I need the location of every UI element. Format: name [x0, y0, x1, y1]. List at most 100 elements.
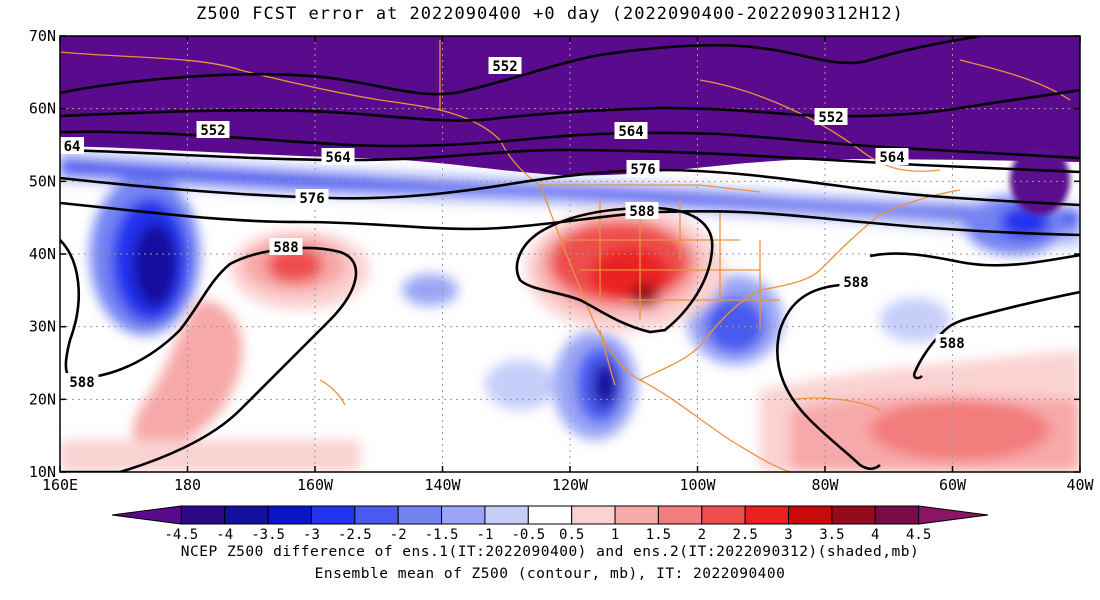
colorbar-label: -4	[216, 527, 233, 543]
contour-label: 588	[843, 275, 868, 291]
colorbar-label: 4.5	[906, 527, 931, 543]
lon-label: 140W	[424, 476, 461, 494]
lat-label: 70N	[29, 27, 56, 45]
contour-label-bg	[321, 148, 355, 165]
contour-label: 576	[630, 162, 655, 178]
colorbar-swatch	[484, 505, 529, 525]
colorbar-label: 2.5	[733, 527, 758, 543]
lat-label: 40N	[29, 245, 56, 263]
contour-label-bg	[814, 108, 848, 125]
lat-label: 30N	[29, 318, 56, 336]
map-area: 552 552 552 564 564 564 64 576 576 588 588 588 588 58…	[60, 36, 1080, 472]
contour-label: 552	[492, 59, 517, 75]
contour-588-southwest-line	[60, 239, 358, 472]
contour-label: 552	[818, 110, 843, 126]
contour-label-bg	[875, 148, 909, 165]
lon-label: 60W	[939, 476, 967, 494]
colorbar-swatch	[224, 505, 269, 525]
lon-label: 40W	[1066, 476, 1094, 494]
colorbar-swatch	[180, 505, 226, 525]
contour-label: 64	[64, 139, 81, 155]
contour-588-east-line	[776, 283, 881, 471]
contour-label: 564	[325, 150, 350, 166]
colorbar-label: 0.5	[559, 527, 584, 543]
lat-label: 50N	[29, 172, 56, 190]
colorbar-label: -3	[303, 527, 320, 543]
lon-label: 80W	[811, 476, 839, 494]
contour-label: 576	[299, 191, 324, 207]
caption-contour: Ensemble mean of Z500 (contour, mb), IT:…	[314, 566, 786, 582]
contour-label-bg	[65, 373, 99, 390]
colorbar-swatch	[788, 505, 833, 525]
contour-588-high-line	[515, 206, 714, 334]
contour-label-bg	[196, 121, 230, 138]
colorbar-swatch	[657, 505, 703, 525]
contour-576-lower-line	[60, 201, 1080, 237]
colorbar-swatch	[831, 505, 876, 525]
contour-label: 588	[69, 375, 94, 391]
colorbar-label: 3.5	[819, 527, 844, 543]
colorbar-swatch	[441, 505, 486, 525]
colorbar-swatch	[397, 505, 443, 525]
contour-label-bg	[295, 189, 329, 206]
colorbar-swatch	[111, 505, 182, 525]
contour-label-bg	[935, 334, 969, 351]
contour-label: 588	[629, 204, 654, 220]
contour-label-bg	[625, 202, 659, 219]
height-contours	[60, 36, 1080, 472]
contour-label-bg	[488, 57, 522, 74]
colorbar-swatch	[874, 505, 920, 525]
lon-label: 120W	[552, 476, 589, 494]
contour-label: 588	[939, 336, 964, 352]
colorbar-label: 3	[784, 527, 792, 543]
colorbar-label: -2	[390, 527, 407, 543]
lon-label: 160W	[297, 476, 334, 494]
lat-label: 20N	[29, 390, 56, 408]
colorbar-label: -3.5	[251, 527, 285, 543]
contour-552-line	[60, 36, 981, 96]
colorbar-swatch	[354, 505, 399, 525]
colorbar-label: -2.5	[338, 527, 372, 543]
colorbar-label: -1	[477, 527, 494, 543]
contour-label: 564	[618, 124, 643, 140]
contour-label: 588	[273, 240, 298, 256]
contour-label: 564	[879, 150, 904, 166]
colorbar-label: 1	[611, 527, 619, 543]
colorbar-swatch	[527, 505, 573, 525]
colorbar-label: 2	[698, 527, 706, 543]
contour-label-bg	[626, 160, 660, 177]
contour-labels: 552 552 552 564 564 564 64 576 576 588 588 588 588 58…	[60, 57, 969, 391]
lat-label: 10N	[29, 463, 56, 481]
contour-label-bg	[269, 238, 303, 255]
colorbar: -4.5 -4 -3.5 -3 -2.5 -2 -1.5 -1 -0.5 0.5 1 1.5 2 2.5 3…	[111, 505, 989, 543]
colorbar-label: -1.5	[425, 527, 459, 543]
lon-label: 100W	[679, 476, 716, 494]
contour-label: 552	[200, 123, 225, 139]
colorbar-swatch	[310, 505, 356, 525]
contour-576-line	[60, 168, 1080, 207]
contour-552-lower-line	[60, 88, 1080, 122]
colorbar-label: -0.5	[511, 527, 545, 543]
colorbar-swatch	[918, 505, 989, 525]
colorbar-label: 1.5	[646, 527, 671, 543]
colorbar-swatch	[744, 505, 790, 525]
lat-label: 60N	[29, 100, 56, 118]
colorbar-swatch	[701, 505, 746, 525]
plot-title: Z500 FCST error at 2022090400 +0 day (20…	[196, 4, 904, 24]
caption-shaded: NCEP Z500 difference of ens.1(IT:2022090…	[180, 544, 920, 560]
contour-label-bg	[60, 137, 84, 154]
contour-564-lower-line	[60, 148, 1080, 174]
colorbar-swatch	[571, 505, 616, 525]
colorbar-swatch	[267, 505, 312, 525]
colorbar-swatch	[614, 505, 659, 525]
contour-564-line	[60, 130, 1080, 160]
contour-588-northeast-line	[869, 252, 1080, 267]
contour-label-bg	[839, 273, 873, 290]
colorbar-label: -4.5	[165, 527, 199, 543]
contour-label-bg	[614, 122, 648, 139]
lon-label: 180	[174, 476, 201, 494]
lon-label: 160E	[42, 476, 78, 494]
lat-lon-grid	[60, 36, 1080, 472]
